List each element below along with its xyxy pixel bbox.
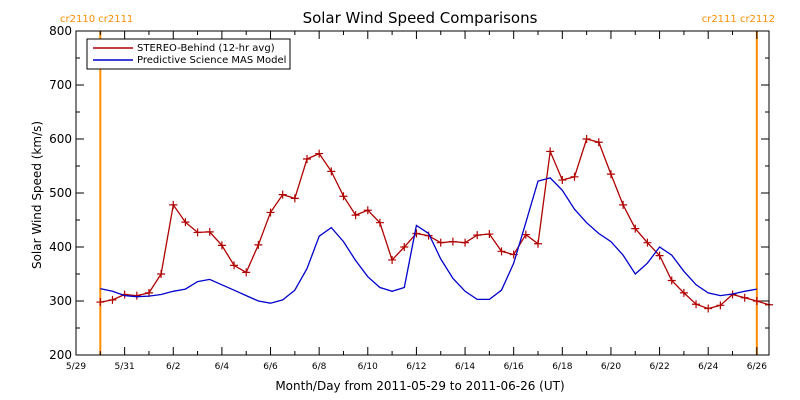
data-point xyxy=(448,237,457,246)
x-tick-label-7: 6/12 xyxy=(406,362,426,372)
data-point xyxy=(473,231,482,240)
chart-title: Solar Wind Speed Comparisons xyxy=(303,9,538,27)
data-point xyxy=(740,293,749,302)
x-axis-label: Month/Day from 2011-05-29 to 2011-06-26 … xyxy=(275,379,564,393)
data-point xyxy=(558,176,567,185)
data-point xyxy=(315,149,324,158)
data-point xyxy=(157,270,166,278)
y-tick-label-300: 300 xyxy=(49,294,72,308)
data-point xyxy=(436,238,445,247)
data-point xyxy=(546,147,555,156)
data-point xyxy=(679,288,688,297)
series-line-0 xyxy=(100,138,770,310)
y-tick-label-200: 200 xyxy=(49,348,72,362)
data-point xyxy=(290,194,299,203)
y-tick-label-800: 800 xyxy=(49,24,72,38)
legend: STEREO-Behind (12-hr avg) Predictive Sci… xyxy=(86,38,291,70)
y-axis-label: Solar Wind Speed (km/s) xyxy=(30,121,44,269)
series-line-1 xyxy=(100,177,757,304)
legend-label-mas: Predictive Science MAS Model xyxy=(137,55,286,66)
data-point xyxy=(655,251,664,260)
data-point xyxy=(181,218,190,227)
data-point xyxy=(400,243,409,251)
data-point xyxy=(692,300,701,309)
x-tick-label-8: 6/14 xyxy=(455,362,475,372)
y-tick-label-500: 500 xyxy=(49,186,72,200)
x-tick-label-5: 6/8 xyxy=(312,362,327,372)
data-point xyxy=(96,298,105,307)
data-point xyxy=(388,255,397,264)
data-point xyxy=(716,301,725,310)
data-point xyxy=(108,295,117,304)
data-point xyxy=(570,172,579,181)
x-tick-label-11: 6/20 xyxy=(601,362,621,372)
data-point xyxy=(193,228,202,237)
data-point xyxy=(132,291,141,300)
data-point xyxy=(594,138,603,147)
y-axis-ticks: 200 300 400 500 600 700 800 xyxy=(49,24,769,362)
data-point xyxy=(752,297,761,305)
data-point xyxy=(667,276,676,285)
y-tick-label-600: 600 xyxy=(49,132,72,146)
carrington-label-left: cr2110 cr2111 xyxy=(60,14,133,25)
x-tick-label-0: 5/29 xyxy=(66,362,86,372)
data-point xyxy=(266,208,275,217)
x-tick-label-2: 6/2 xyxy=(166,362,180,372)
legend-label-stereo: STEREO-Behind (12-hr avg) xyxy=(137,43,275,54)
data-point xyxy=(351,211,360,220)
data-point xyxy=(521,230,530,239)
plot-frame xyxy=(75,30,770,356)
x-tick-label-4: 6/6 xyxy=(263,362,278,372)
data-point xyxy=(242,268,251,277)
x-tick-label-10: 6/18 xyxy=(552,362,572,372)
data-point xyxy=(205,227,214,236)
carrington-boundary-lines xyxy=(99,31,758,355)
data-point xyxy=(619,200,628,209)
data-point xyxy=(254,240,263,249)
data-point xyxy=(643,238,652,247)
x-tick-label-13: 6/24 xyxy=(698,362,718,372)
data-point xyxy=(278,190,287,199)
legend-box xyxy=(86,38,291,70)
x-tick-label-9: 6/16 xyxy=(504,362,524,372)
data-point xyxy=(497,247,506,256)
data-point xyxy=(704,304,713,313)
x-tick-label-3: 6/4 xyxy=(215,362,230,372)
x-tick-label-12: 6/22 xyxy=(649,362,669,372)
data-point xyxy=(169,200,178,209)
data-point xyxy=(327,167,336,176)
data-point xyxy=(303,154,311,163)
x-axis-ticks: 5/29 5/31 6/2 6/4 6/6 6/8 6/10 6/12 6/14 6/16 6/18… xyxy=(66,31,767,372)
series-layer xyxy=(96,135,773,313)
data-point xyxy=(631,224,640,233)
carrington-label-right: cr2111 cr2112 xyxy=(702,14,775,25)
x-tick-label-6: 6/10 xyxy=(358,362,378,372)
x-tick-label-1: 5/31 xyxy=(115,362,135,372)
data-point xyxy=(339,192,348,201)
x-tick-label-14: 6/26 xyxy=(747,362,767,372)
data-point xyxy=(485,230,494,239)
data-point xyxy=(582,135,591,143)
y-tick-label-700: 700 xyxy=(49,78,72,92)
data-point xyxy=(363,206,372,215)
data-point xyxy=(461,238,470,247)
y-tick-label-400: 400 xyxy=(49,240,72,254)
data-point xyxy=(230,261,239,270)
data-point xyxy=(534,239,542,248)
data-point xyxy=(606,170,615,179)
data-point xyxy=(375,218,384,227)
data-point xyxy=(217,241,226,250)
data-point xyxy=(412,229,421,238)
